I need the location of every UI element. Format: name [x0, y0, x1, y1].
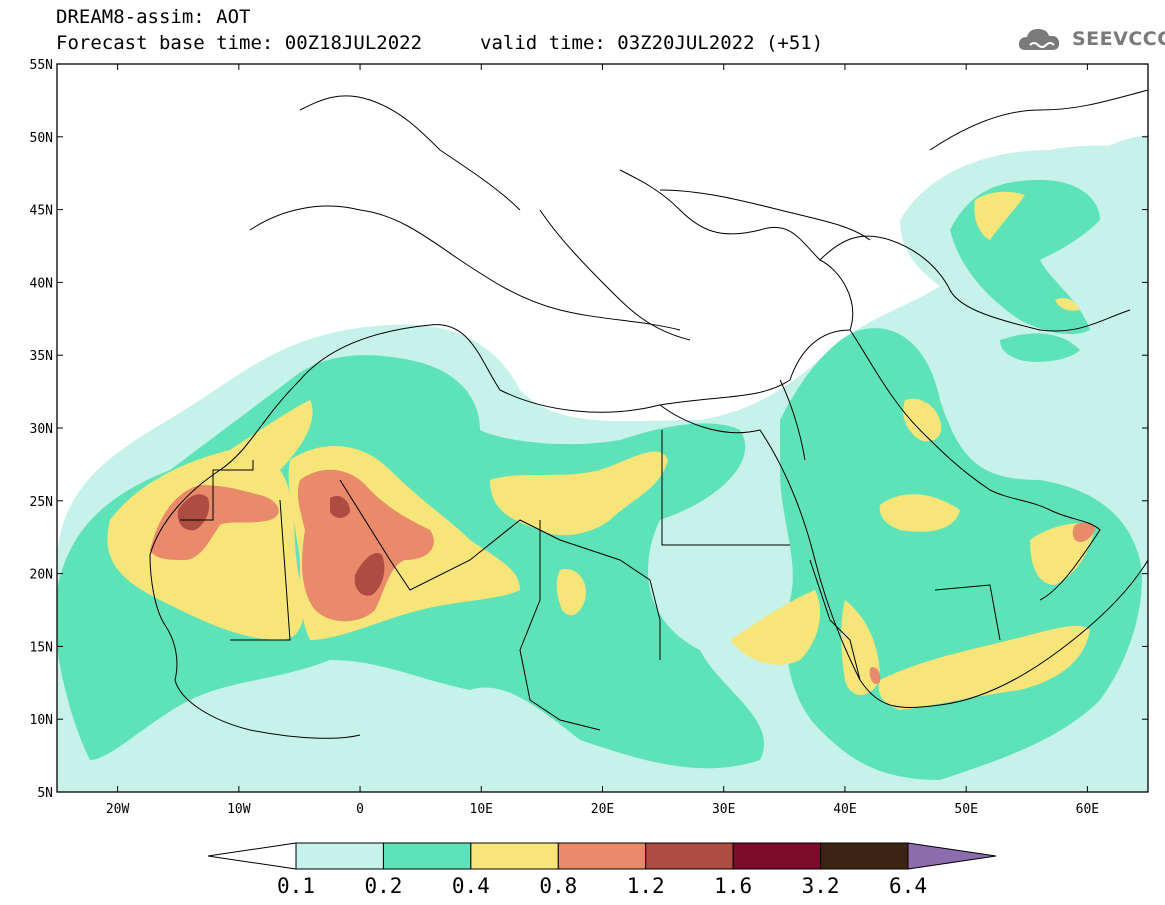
lon-label: 0	[356, 802, 364, 817]
map-title: DREAM8-assim: AOT	[56, 6, 251, 28]
cloud-icon	[1018, 29, 1060, 50]
lon-label: 50E	[954, 802, 977, 817]
latitude-labels: 55N 50N 45N 40N 35N 30N 25N 20N 15N 10N 5N	[30, 58, 53, 801]
aot-field	[57, 64, 1148, 792]
colorbar-swatch	[645, 842, 734, 870]
lat-label: 10N	[30, 713, 53, 728]
colorbar-label: 0.1	[277, 874, 315, 898]
colorbar-swatch	[295, 842, 384, 870]
seevccc-logo: SEEVCCC	[1016, 24, 1165, 56]
colorbar-swatch	[470, 842, 559, 870]
lon-label: 10E	[470, 802, 493, 817]
lon-label: 30E	[712, 802, 735, 817]
longitude-labels: 20W 10W 0 10E 20E 30E 40E 50E 60E	[106, 802, 1099, 817]
axis-ticks	[57, 63, 1148, 793]
lat-label: 50N	[30, 131, 53, 146]
colorbar-swatch	[557, 842, 647, 870]
lon-label: 20E	[591, 802, 614, 817]
colorbar-swatch	[820, 842, 909, 870]
lat-label: 35N	[30, 349, 53, 364]
colorbar-swatch	[732, 842, 822, 870]
lon-label: 60E	[1076, 802, 1099, 817]
aot-level-1-2	[177, 494, 385, 596]
forecast-base-time: Forecast base time: 00Z18JUL2022	[56, 32, 423, 54]
lat-label: 25N	[30, 495, 53, 510]
lat-label: 30N	[30, 422, 53, 437]
lat-label: 20N	[30, 568, 53, 583]
colorbar-label: 3.2	[802, 874, 840, 898]
colorbar-under-triangle	[207, 842, 297, 870]
lat-label: 55N	[30, 58, 53, 73]
colorbar-label: 1.2	[627, 874, 665, 898]
colorbar-label: 1.6	[714, 874, 752, 898]
coastlines	[149, 89, 1148, 739]
colorbar-over-triangle	[907, 842, 997, 870]
lon-label: 10W	[227, 802, 251, 817]
logo-text: SEEVCCC	[1072, 28, 1165, 50]
colorbar-label: 0.2	[364, 874, 402, 898]
lon-label: 40E	[833, 802, 856, 817]
colorbar-swatch	[382, 842, 472, 870]
colorbar-label: 0.8	[539, 874, 577, 898]
lat-label: 45N	[30, 204, 53, 219]
lat-label: 40N	[30, 276, 53, 291]
lon-label: 20W	[106, 802, 130, 817]
colorbar-label: 6.4	[889, 874, 927, 898]
lat-label: 15N	[30, 640, 53, 655]
valid-time: valid time: 03Z20JUL2022 (+51)	[480, 32, 824, 54]
lat-label: 5N	[37, 786, 53, 801]
colorbar-label: 0.4	[452, 874, 490, 898]
